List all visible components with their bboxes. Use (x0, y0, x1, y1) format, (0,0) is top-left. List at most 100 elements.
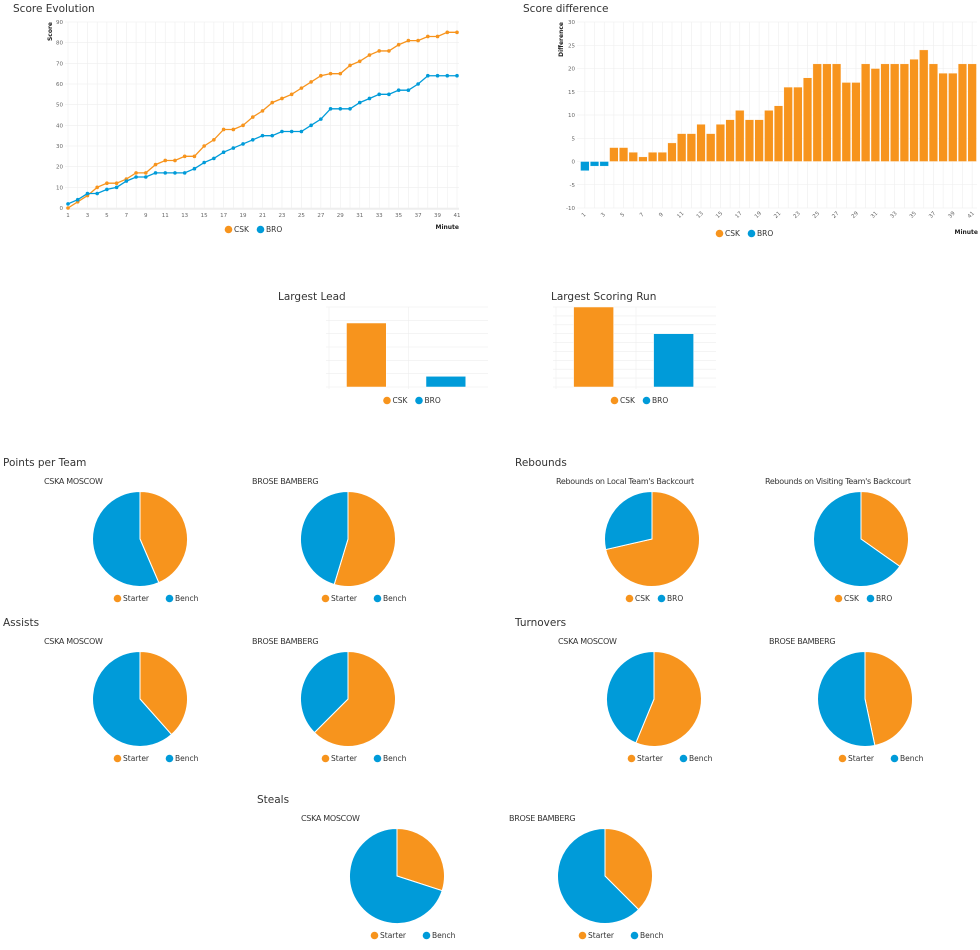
x-tick-label: 21 (259, 213, 266, 219)
x-tick-label: 9 (144, 213, 148, 219)
data-point-csk (202, 144, 206, 148)
data-point-csk (416, 38, 420, 43)
x-tick-label: 29 (851, 210, 861, 220)
data-point-bro (309, 123, 313, 128)
pie-slice-bench (817, 650, 876, 747)
assists-brose-pie-chart: BROSE BAMBERG Starter Bench (252, 637, 407, 763)
difference-bar (783, 86, 793, 162)
legend-label: BRO (757, 229, 773, 238)
y-tick-label: 20 (56, 165, 63, 171)
data-point-csk (221, 127, 226, 132)
x-tick-label: 25 (298, 213, 305, 219)
pie-slice-bench (300, 490, 349, 586)
data-point-csk (173, 158, 177, 163)
difference-bar (919, 49, 929, 162)
data-point-bro (114, 185, 119, 190)
legend-label: Starter (331, 594, 358, 603)
difference-bar (803, 77, 813, 162)
chart-title: Rebounds on Visiting Team's Backcourt (765, 477, 911, 486)
x-tick-label: 7 (639, 212, 646, 219)
chart-title: Score difference (523, 3, 608, 15)
difference-bar (851, 82, 861, 162)
data-point-csk (377, 49, 382, 53)
data-point-csk (406, 38, 411, 43)
y-tick-label: 5 (572, 136, 576, 142)
data-point-csk (455, 30, 459, 35)
data-point-csk (426, 34, 430, 39)
data-point-bro (212, 156, 216, 161)
data-point-csk (134, 171, 138, 175)
difference-bar (832, 63, 842, 162)
legend-label: Starter (331, 754, 358, 763)
x-tick-label: 33 (376, 213, 383, 219)
x-tick-label: 27 (831, 210, 841, 220)
data-point-csk (182, 154, 187, 159)
data-point-csk (319, 73, 323, 78)
legend-marker (383, 396, 391, 405)
legend-marker (165, 754, 174, 763)
difference-bar (764, 110, 774, 162)
y-tick-label: 10 (56, 185, 63, 191)
legend-label: BRO (667, 594, 683, 603)
difference-bar (812, 63, 822, 162)
chart-title: CSKA MOSCOW (44, 477, 103, 486)
legend-label: Starter (588, 931, 615, 940)
chart-title: BROSE BAMBERG (252, 477, 318, 486)
y-tick-label: 30 (56, 144, 63, 150)
difference-bar (967, 63, 977, 162)
x-tick-label: 29 (337, 213, 344, 219)
difference-bar (619, 147, 629, 162)
data-point-csk (435, 34, 440, 39)
legend-label: BRO (266, 225, 282, 234)
data-point-bro (338, 107, 343, 111)
pie-slice-starter (604, 827, 653, 911)
data-point-bro (367, 96, 372, 101)
legend-marker (113, 754, 122, 763)
difference-bar (686, 133, 696, 162)
data-point-csk (445, 30, 450, 35)
legend-label: Starter (380, 931, 407, 940)
legend-label: Bench (689, 754, 713, 763)
difference-bar (890, 63, 900, 162)
data-point-bro (153, 171, 158, 175)
difference-bar (638, 156, 648, 162)
x-tick-label: 21 (773, 211, 782, 220)
legend-marker (422, 931, 431, 940)
data-point-csk (192, 154, 197, 159)
legend-marker (610, 396, 619, 405)
data-point-bro (377, 92, 382, 97)
data-point-bro (85, 191, 90, 196)
legend-marker (321, 594, 330, 603)
y-tick-label: -5 (570, 183, 576, 189)
x-tick-label: 9 (658, 212, 665, 219)
y-tick-label: 30 (568, 20, 575, 26)
data-point-bro (66, 202, 70, 206)
bar-csk (346, 322, 387, 388)
difference-bar (880, 63, 890, 162)
assists-cska-pie-chart: CSKA MOSCOW Starter Bench (44, 637, 199, 763)
legend-marker (370, 931, 379, 940)
rebounds-local-pie-chart: Rebounds on Local Team's Backcourt CSK BRO (556, 477, 700, 603)
data-point-bro (435, 73, 440, 78)
data-point-bro (182, 171, 187, 175)
x-tick-label: 19 (240, 213, 247, 219)
difference-bar (773, 105, 784, 162)
legend-marker (256, 225, 265, 234)
y-tick-label: 40 (56, 123, 63, 129)
legend-marker (715, 229, 724, 238)
y-tick-label: -10 (566, 206, 575, 212)
x-tick-label: 23 (793, 210, 803, 220)
chart-title: Score Evolution (13, 3, 95, 15)
data-point-csk (338, 71, 343, 76)
difference-bar (861, 63, 871, 162)
difference-bar (909, 59, 919, 162)
data-point-csk (250, 115, 255, 119)
difference-bar (725, 119, 735, 162)
data-point-bro (241, 142, 245, 146)
data-point-bro (163, 171, 168, 175)
pie-slice-bro (604, 490, 653, 551)
legend-marker (373, 594, 382, 603)
data-point-bro (260, 133, 265, 138)
data-point-bro (75, 197, 80, 202)
